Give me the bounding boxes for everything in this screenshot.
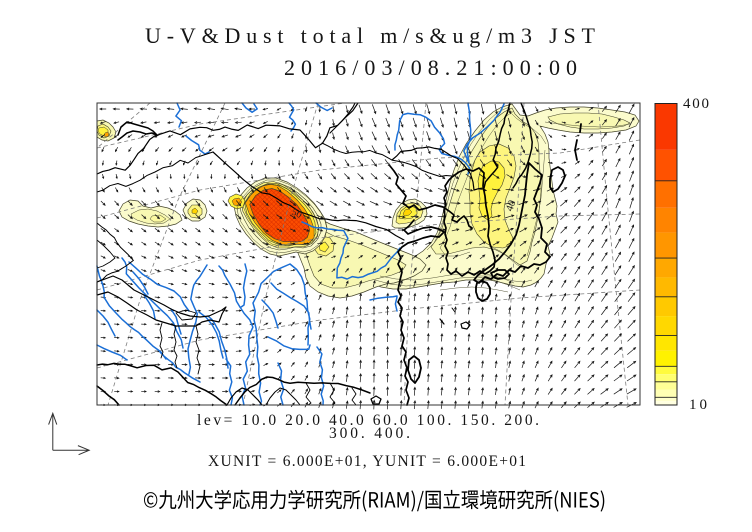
svg-text:50: 50 [290, 207, 304, 221]
svg-text:lev= 10.0 20.0 40.0 60.0 100.: lev= 10.0 20.0 40.0 60.0 100. 150. 200. [197, 412, 539, 429]
svg-text:400: 400 [683, 96, 709, 112]
svg-text:300. 400.: 300. 400. [329, 425, 410, 442]
svg-text:U-V&Dust total m/s&ug/m3 JST: U-V&Dust total m/s&ug/m3 JST [145, 23, 596, 48]
svg-text:40: 40 [504, 198, 519, 213]
svg-text:XUNIT = 6.000E+01, YUNIT = 6.0: XUNIT = 6.000E+01, YUNIT = 6.000E+01 [208, 453, 526, 470]
